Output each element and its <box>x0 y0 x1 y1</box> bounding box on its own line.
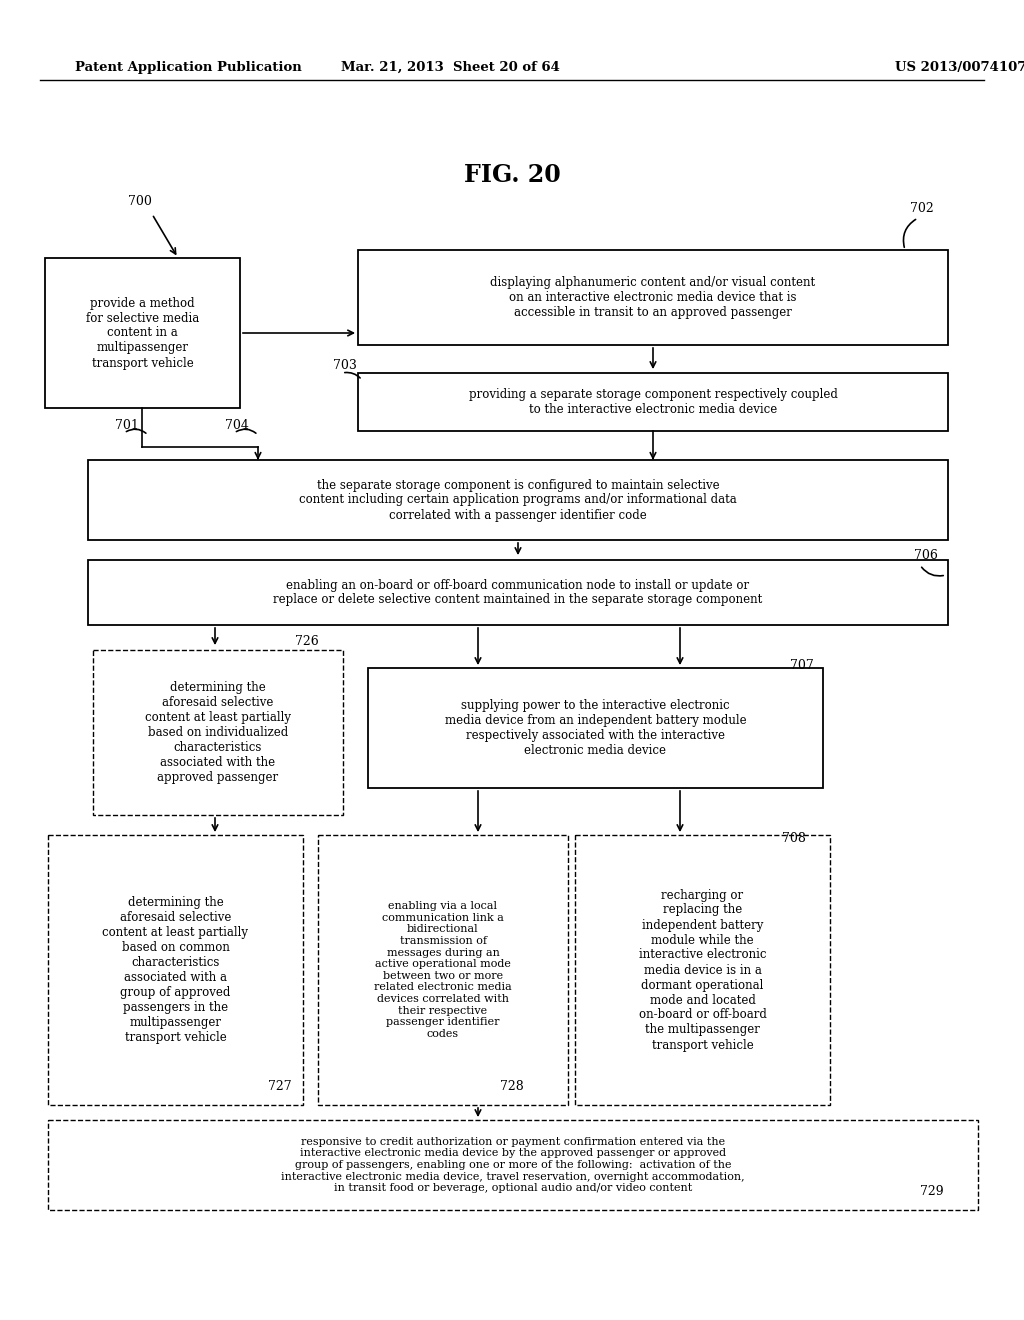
Text: 702: 702 <box>910 202 934 215</box>
Bar <box>48 1119 978 1210</box>
Bar <box>48 836 303 1105</box>
Bar <box>575 836 830 1105</box>
Bar <box>358 249 948 345</box>
Text: provide a method
for selective media
content in a
multipassenger
transport vehic: provide a method for selective media con… <box>86 297 199 370</box>
Text: 726: 726 <box>295 635 318 648</box>
Text: 727: 727 <box>268 1080 292 1093</box>
Text: FIG. 20: FIG. 20 <box>464 162 560 187</box>
Text: 700: 700 <box>128 195 152 209</box>
Bar <box>93 649 343 814</box>
Text: supplying power to the interactive electronic
media device from an independent b: supplying power to the interactive elect… <box>444 700 746 756</box>
Text: 707: 707 <box>790 659 814 672</box>
Text: determining the
aforesaid selective
content at least partially
based on individu: determining the aforesaid selective cont… <box>145 681 291 784</box>
Text: Patent Application Publication: Patent Application Publication <box>75 61 302 74</box>
Bar <box>368 668 823 788</box>
Text: determining the
aforesaid selective
content at least partially
based on common
c: determining the aforesaid selective cont… <box>102 896 249 1044</box>
Text: enabling via a local
communication link a
bidirectional
transmission of
messages: enabling via a local communication link … <box>374 902 512 1039</box>
Text: enabling an on-board or off-board communication node to install or update or
rep: enabling an on-board or off-board commun… <box>273 578 763 606</box>
Text: US 2013/0074107 A1: US 2013/0074107 A1 <box>895 61 1024 74</box>
Text: Mar. 21, 2013  Sheet 20 of 64: Mar. 21, 2013 Sheet 20 of 64 <box>341 61 559 74</box>
Text: 703: 703 <box>333 359 357 372</box>
Text: 708: 708 <box>782 832 806 845</box>
Text: 701: 701 <box>115 418 139 432</box>
Text: displaying alphanumeric content and/or visual content
on an interactive electron: displaying alphanumeric content and/or v… <box>490 276 815 319</box>
Bar <box>318 836 568 1105</box>
Text: providing a separate storage component respectively coupled
to the interactive e: providing a separate storage component r… <box>469 388 838 416</box>
Text: 729: 729 <box>920 1185 944 1199</box>
Text: 706: 706 <box>914 549 938 562</box>
Text: responsive to credit authorization or payment confirmation entered via the
inter: responsive to credit authorization or pa… <box>282 1137 744 1193</box>
Text: 704: 704 <box>225 418 249 432</box>
Bar <box>45 257 240 408</box>
Bar <box>88 459 948 540</box>
Text: 728: 728 <box>500 1080 523 1093</box>
Text: the separate storage component is configured to maintain selective
content inclu: the separate storage component is config… <box>299 479 737 521</box>
Bar <box>358 374 948 432</box>
Text: recharging or
replacing the
independent battery
module while the
interactive ele: recharging or replacing the independent … <box>639 888 766 1052</box>
Bar <box>88 560 948 624</box>
